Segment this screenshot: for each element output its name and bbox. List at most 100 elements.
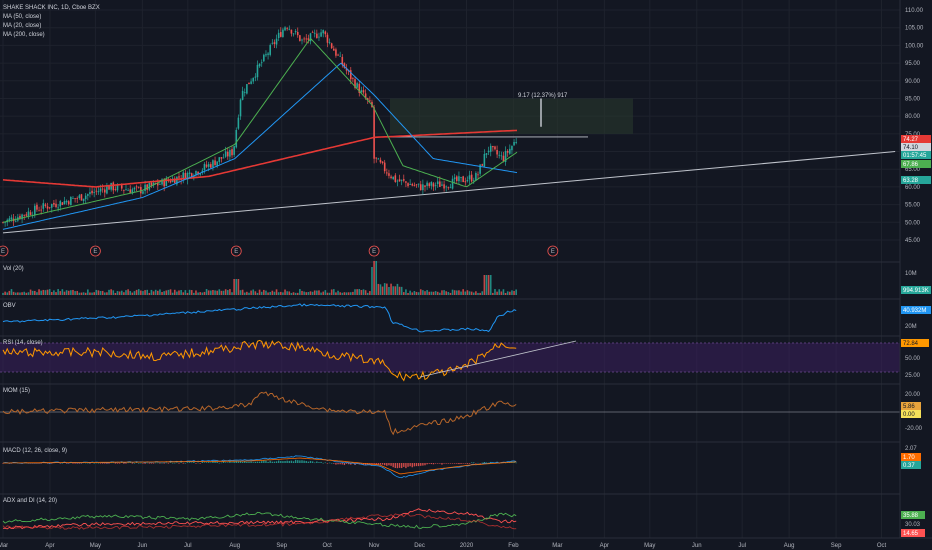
candle-body	[392, 176, 394, 180]
macd-hist-bar	[360, 463, 363, 465]
volume-bar	[354, 289, 356, 295]
macd-hist-bar	[171, 462, 174, 464]
price-tag-bg	[901, 135, 931, 143]
candle-body	[163, 179, 165, 187]
candle-body	[101, 188, 104, 190]
macd-hist-bar	[180, 462, 182, 463]
volume-bar	[360, 290, 363, 295]
volume-bar	[63, 291, 66, 295]
candle-body	[150, 182, 153, 186]
candle-body	[277, 32, 280, 38]
momentum-pane[interactable]: MOM (15)	[0, 388, 900, 436]
volume-bar	[318, 290, 320, 295]
volume-bar	[377, 283, 380, 295]
volume-bar	[44, 290, 47, 295]
earnings-circle	[89, 245, 101, 257]
rsi-pane[interactable]: RSI (14, close)	[0, 339, 900, 382]
price-tag-bg	[901, 151, 931, 159]
ma50-legend: MA (50, close)	[3, 14, 41, 20]
volume-bar	[307, 292, 310, 295]
volume-bar	[129, 291, 132, 295]
candle-body	[415, 184, 418, 186]
volume-bar	[137, 289, 140, 295]
candle-body	[362, 90, 365, 93]
ma20-legend: MA (20, close)	[3, 23, 41, 29]
trendline[interactable]	[2, 151, 896, 234]
macd-pane[interactable]: MACD (12, 26, close, 9)	[2, 448, 517, 479]
candle-body	[210, 164, 212, 168]
candle-body	[243, 92, 246, 93]
volume-bar	[226, 290, 229, 295]
volume-bar	[470, 291, 473, 295]
price-pane[interactable]: E E E E E 9.17 (12.37%) 917 SHAKE SHACK INC,…	[0, 5, 896, 257]
candle-body	[108, 186, 110, 190]
candle-body	[366, 98, 369, 101]
volume-pane[interactable]: Vol (20)	[2, 261, 517, 295]
adx-pane[interactable]: ADX and DI (14, 20)	[2, 498, 517, 530]
volume-bar	[220, 290, 223, 295]
candle-body	[388, 173, 390, 176]
macd-hist-bar	[85, 462, 87, 464]
volume-bar	[182, 292, 185, 295]
time-axis[interactable]: Mar Apr May Jun Jul Aug Sep Oct Nov Dec 2020 Feb Mar…	[0, 537, 932, 550]
volume-bar	[464, 291, 467, 295]
candle-body	[19, 215, 21, 219]
volume-bar	[72, 289, 74, 295]
price-axis-bg	[900, 0, 932, 538]
volume-bar	[82, 292, 85, 295]
volume-bar	[485, 275, 488, 295]
macd-hist-bar	[453, 463, 456, 464]
macd-hist-bar	[477, 462, 479, 464]
candle-body	[396, 180, 399, 182]
candle-body	[76, 198, 79, 199]
macd-hist-bar	[341, 463, 343, 465]
volume-bar	[311, 291, 314, 295]
candle-body	[394, 175, 397, 182]
obv-pane[interactable]: OBV	[2, 303, 517, 333]
macd-hist-bar	[252, 462, 254, 463]
macd-hist-bar	[114, 463, 117, 464]
candle-body	[377, 158, 380, 160]
volume-bar	[229, 289, 231, 295]
price-axis[interactable]: 110.00 105.00 100.00 95.00 90.00 85.00 80.00 75…	[899, 0, 932, 538]
symbol-title: SHAKE SHACK INC, 1D, Cboe BZX	[3, 5, 100, 11]
volume-bar	[394, 286, 397, 295]
candle-body	[146, 184, 148, 190]
volume-bar	[333, 289, 335, 295]
volume-bar	[506, 291, 509, 295]
rsi-trendline[interactable]	[419, 340, 577, 378]
macd-hist-bar	[305, 460, 307, 463]
candle-body	[135, 186, 138, 188]
candle-body	[29, 212, 32, 215]
macd-hist-bar	[432, 463, 435, 465]
volume-bar	[42, 289, 45, 295]
volume-bar	[84, 292, 87, 295]
macd-hist-bar	[352, 463, 354, 464]
candle-body	[40, 209, 42, 211]
candle-body	[379, 159, 382, 163]
time-tick-label: Oct	[877, 543, 887, 549]
volume-bar	[103, 292, 106, 295]
candle-body	[203, 163, 206, 170]
candle-body	[110, 182, 112, 190]
volume-bar	[53, 290, 55, 295]
candle-body	[409, 184, 411, 185]
volume-bar	[324, 290, 327, 295]
volume-bar	[70, 290, 72, 295]
macd-hist-bar	[148, 463, 151, 464]
candle-body	[269, 45, 271, 55]
macd-hist-bar	[487, 462, 490, 464]
earnings-letter: E	[551, 249, 555, 255]
macd-hist-bar	[263, 460, 265, 463]
candle-body	[443, 184, 445, 189]
macd-hist-bar	[188, 462, 191, 463]
candle-body	[307, 38, 310, 40]
volume-bar	[235, 279, 238, 295]
macd-hist-bar	[449, 463, 452, 464]
volume-bar	[231, 292, 233, 295]
macd-hist-bar	[277, 460, 280, 463]
volume-bar	[248, 292, 250, 295]
candle-body	[184, 172, 187, 180]
